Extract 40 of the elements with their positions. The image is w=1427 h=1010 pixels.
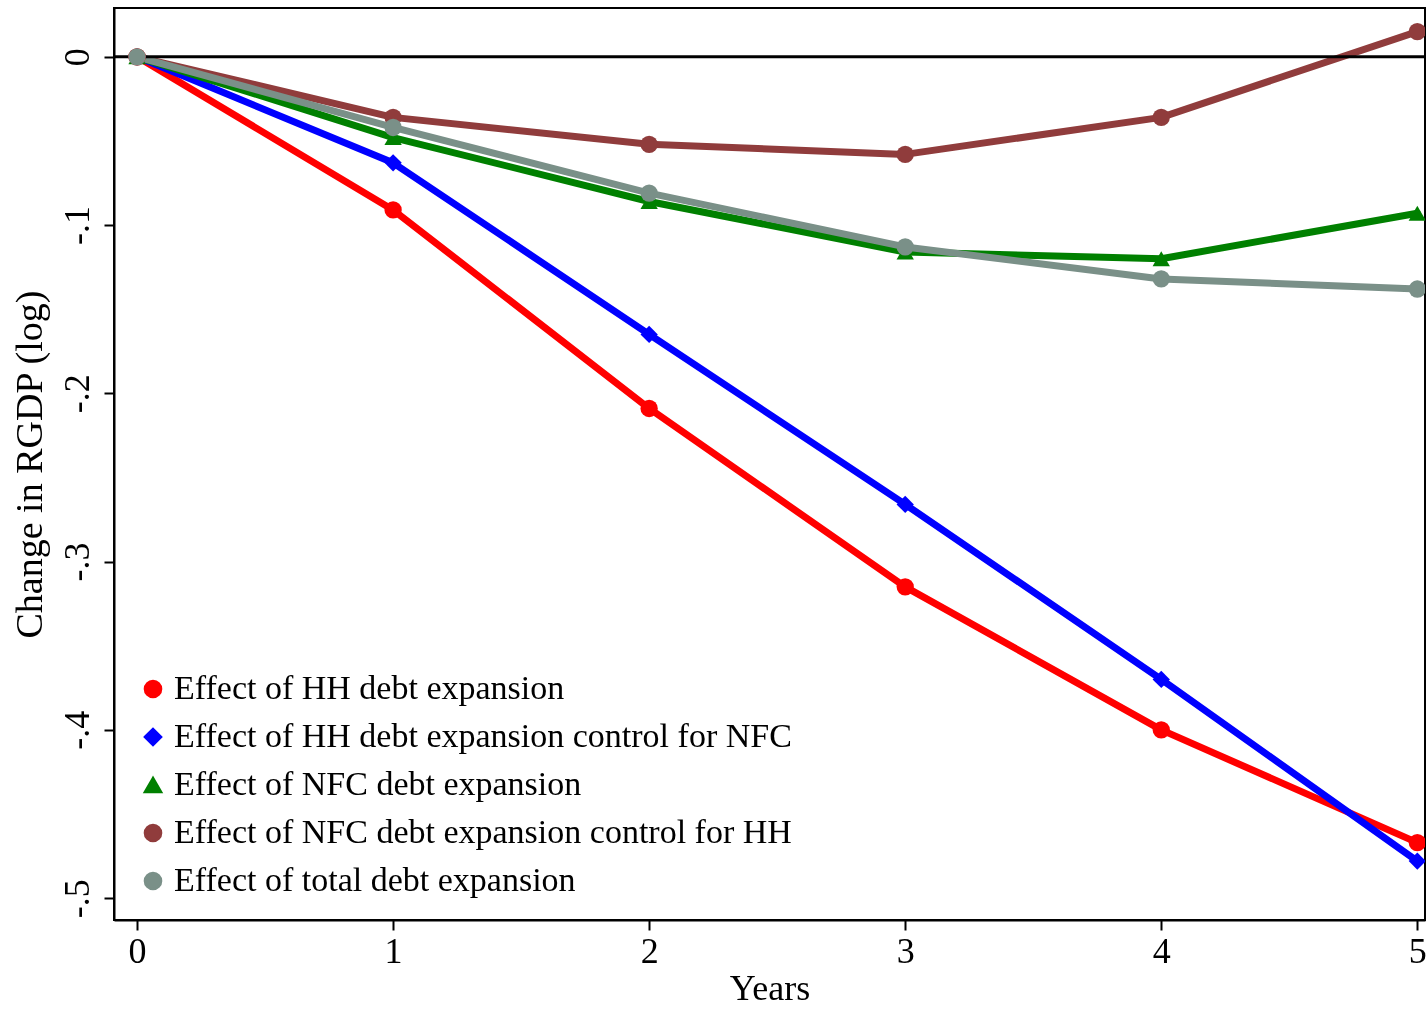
y-tick-label: -.3 [56,542,97,582]
point [1408,205,1425,221]
point [1408,22,1425,41]
point [1152,251,1170,267]
point [896,578,914,596]
point [640,399,658,418]
x-tick-label: 1 [384,930,403,971]
y-tick-label: -.2 [56,374,97,414]
x-tick-label: 0 [128,930,147,971]
point [1152,670,1170,689]
point [640,325,658,344]
legend-label: Effect of HH debt expansion control for NFC [174,717,792,754]
point [896,145,914,164]
point [1152,108,1170,127]
point [1152,270,1170,288]
point [1408,852,1425,870]
point [1152,721,1170,739]
legend-label: Effect of total debt expansion [174,861,576,898]
point [896,495,914,514]
x-tick-label: 4 [1152,930,1171,971]
x-tick-label: 5 [1408,930,1427,971]
y-tick-label: -.5 [56,879,97,919]
legend-label: Effect of NFC debt expansion [174,765,582,802]
point [384,201,402,219]
point [384,118,402,137]
legend-label: Effect of NFC debt expansion control for HH [174,813,792,850]
point [1408,280,1425,298]
y-tick-label: -.4 [56,710,97,750]
y-tick-label: -.1 [56,206,97,246]
point [640,135,658,153]
point [384,154,402,172]
y-axis-title: Change in RGDP (log) [7,290,51,639]
x-tick-label: 2 [640,930,659,971]
y-tick-label: 0 [56,48,97,67]
legend-label: Effect of HH debt expansion [174,669,565,706]
x-tick-label: 3 [896,930,915,971]
point [896,238,914,256]
x-axis-title: Years [729,967,811,1008]
point [640,184,658,202]
point [1408,833,1425,852]
